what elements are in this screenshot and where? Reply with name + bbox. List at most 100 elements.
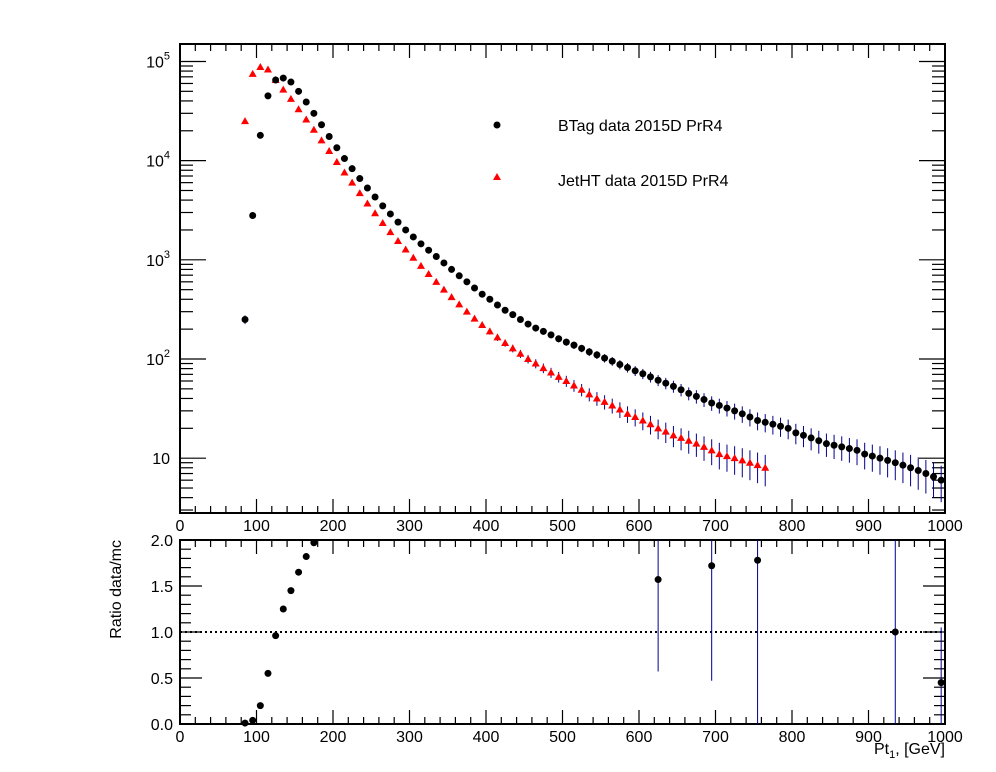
legend-marker-jetht (493, 173, 501, 180)
data-point-btag (723, 404, 731, 412)
legend-marker-btag (493, 121, 501, 129)
data-point-jetht (332, 157, 341, 165)
data-point-btag (585, 348, 593, 356)
ratio-x-tick-label: 500 (549, 729, 576, 746)
ratio-data-point (272, 632, 280, 640)
data-point-btag (769, 420, 777, 428)
ratio-y-tick-labels: 0.0 0.5 1.0 1.5 2.0 (151, 533, 173, 734)
data-point-btag (547, 331, 555, 339)
data-point-jetht (707, 446, 716, 454)
data-point-jetht (700, 442, 709, 450)
ratio-x-tick-label: 900 (855, 729, 882, 746)
data-point-btag (539, 327, 547, 335)
data-point-btag (264, 92, 272, 100)
main-x-tick-label: 300 (396, 518, 423, 535)
main-y-tick-base: 10 (146, 154, 164, 171)
ratio-x-ticks (179, 540, 946, 724)
data-point-btag (555, 335, 563, 343)
ratio-data-point (937, 679, 945, 687)
data-point-jetht (455, 300, 464, 308)
ratio-data-point (287, 587, 295, 595)
ratio-y-tick-label: 2.0 (151, 533, 173, 550)
data-point-btag (838, 443, 846, 451)
data-point-btag (471, 284, 479, 292)
data-point-btag (845, 445, 853, 453)
data-point-btag (432, 253, 440, 261)
x-axis-label-main: Pt (874, 741, 890, 758)
data-point-jetht (401, 245, 410, 253)
data-point-btag (570, 341, 578, 349)
data-point-btag (371, 193, 379, 201)
data-point-jetht (654, 424, 663, 432)
ratio-x-tick-label: 400 (473, 729, 500, 746)
data-point-btag (754, 416, 762, 424)
main-y-tick-base: 10 (146, 352, 164, 369)
ratio-y-tick-label: 0.0 (151, 717, 173, 734)
data-point-jetht (378, 219, 387, 227)
data-point-btag (249, 211, 257, 219)
data-point-btag (493, 301, 501, 309)
data-point-btag (616, 361, 624, 369)
x-axis-label-suffix: , [GeV] (895, 741, 945, 758)
data-point-jetht (447, 293, 456, 301)
data-point-jetht (761, 463, 770, 471)
main-y-tick-exponent: 2 (164, 348, 170, 360)
main-y-ticks (180, 60, 945, 511)
ratio-x-tick-label: 300 (396, 729, 423, 746)
series-btag (241, 74, 945, 503)
data-point-btag (524, 320, 532, 328)
data-point-btag (646, 373, 654, 381)
data-point-btag (379, 202, 387, 210)
data-point-btag (685, 389, 693, 397)
ratio-data-point (279, 605, 287, 613)
data-point-jetht (394, 236, 403, 244)
ratio-x-tick-label: 200 (320, 729, 347, 746)
data-point-btag (310, 109, 318, 117)
data-point-btag (715, 401, 723, 409)
main-x-tick-label: 1000 (927, 518, 963, 535)
data-point-jetht (302, 115, 311, 123)
data-point-btag (738, 410, 746, 418)
ratio-x-axis-label: Pt1, [GeV] (874, 741, 945, 761)
data-point-btag (325, 133, 333, 141)
ratio-x-tick-label: 600 (626, 729, 653, 746)
data-point-jetht (371, 209, 380, 217)
data-point-jetht (585, 390, 594, 398)
main-x-ticks (179, 44, 946, 513)
ratio-data-point (249, 716, 257, 724)
data-point-btag (386, 210, 394, 218)
data-point-btag (516, 316, 524, 324)
data-point-jetht (241, 117, 250, 125)
data-point-btag (302, 98, 310, 106)
data-point-jetht (539, 364, 548, 372)
data-point-jetht (248, 69, 257, 77)
data-point-btag (455, 272, 463, 280)
main-x-tick-labels: 0 100 200 300 400 500 600 700 800 900 1000 (176, 518, 963, 535)
data-point-jetht (409, 253, 418, 261)
main-x-tick-label: 500 (549, 518, 576, 535)
data-point-btag (287, 78, 295, 86)
data-point-jetht (623, 409, 632, 417)
main-x-tick-label: 100 (243, 518, 270, 535)
data-point-jetht (562, 376, 571, 384)
data-point-jetht (715, 450, 724, 458)
data-point-btag (692, 392, 700, 400)
x-axis-label-subscript: 1 (889, 749, 895, 761)
data-point-btag (792, 429, 800, 437)
main-y-tick-exponent: 3 (164, 249, 170, 261)
data-point-btag (440, 259, 448, 267)
data-point-jetht (470, 314, 479, 322)
data-point-jetht (569, 381, 578, 389)
ratio-data-point (302, 553, 310, 561)
data-point-btag (256, 131, 264, 139)
data-point-btag (930, 473, 938, 481)
data-point-btag (899, 461, 907, 469)
main-x-tick-label: 400 (473, 518, 500, 535)
legend: BTag data 2015D PrR4 JetHT data 2015D Pr… (493, 118, 729, 190)
data-point-btag (624, 364, 632, 372)
data-point-jetht (547, 368, 556, 376)
main-x-tick-label: 700 (702, 518, 729, 535)
main-panel: 0 100 200 300 400 500 600 700 800 900 1000 1051041… (146, 43, 963, 535)
